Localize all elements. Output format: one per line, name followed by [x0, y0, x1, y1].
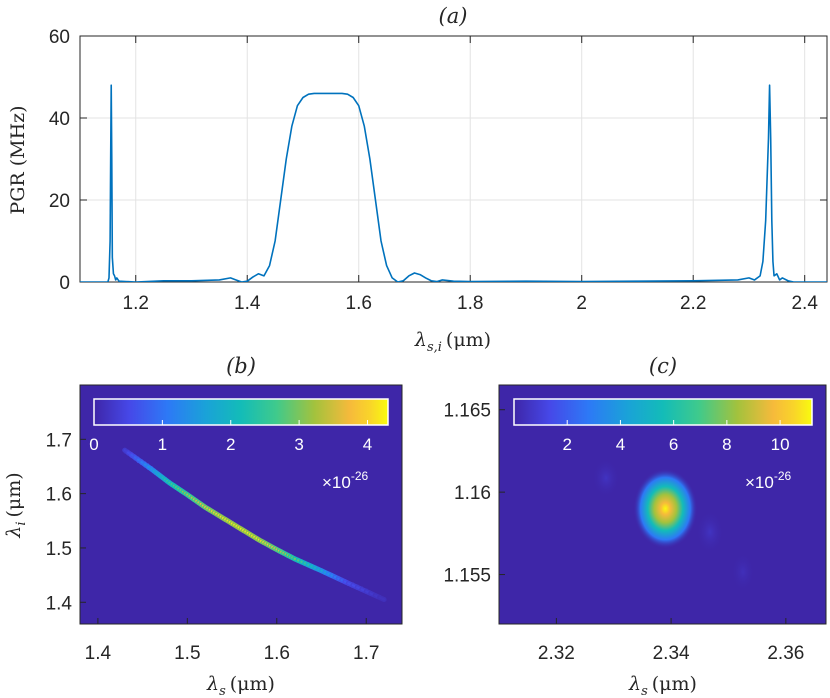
panel-b-colorbar-tick-label: 1 [158, 435, 167, 454]
panel-c-xlabel: λs (μm) [628, 673, 697, 698]
panel-a-xtick-label: 2.4 [791, 293, 818, 314]
pgr-series-line [80, 84, 827, 282]
panel-b-ytick-label: 1.7 [46, 430, 72, 451]
panel-a-ticks: 1.2 1.4 1.6 1.8 2 2.2 2.4 0 20 40 60 [49, 27, 827, 314]
panel-a-ytick-label: 20 [49, 191, 70, 212]
panel-c-peak [633, 468, 698, 549]
panel-a-title: (a) [439, 4, 468, 28]
panel-b-xlabel-unit: (μm) [230, 673, 275, 695]
panel-c-colorbar-tick-label: 2 [562, 435, 571, 454]
panel-a-ytick-label: 0 [59, 273, 70, 294]
panel-c-ticks: 2.32 2.34 2.36 1.155 1.16 1.165 [443, 401, 804, 664]
panel-b-colorbar-ticks: 0 1 2 3 4 [89, 420, 372, 454]
panel-b-ylabel: λi (μm) [3, 472, 29, 538]
panel-b-colorbar-tick-label: 4 [363, 435, 372, 454]
panel-c-xlabel-sub: s [641, 684, 648, 698]
panel-a-xtick-label: 1.4 [234, 293, 261, 314]
panel-c-colorbar-tick-label: 8 [722, 435, 731, 454]
panel-b-colorbar-tick-label: 2 [226, 435, 235, 454]
panel-a-grid [80, 36, 827, 282]
panel-b-ytick-label: 1.6 [46, 485, 72, 506]
panel-b: (b) 1.4 1.5 1.6 1.7 1.4 1.5 1.6 1.7 0 1 2 3 4 ×10-2… [3, 354, 403, 698]
panel-b-xtick-label: 1.7 [353, 643, 379, 664]
panel-b-xtick-label: 1.6 [264, 643, 290, 664]
panel-c-colorbar-tick-label: 10 [771, 435, 790, 454]
panel-a-ylabel: PGR (MHz) [7, 105, 29, 214]
panel-c-colorbar-ticks: 2 4 6 8 10 [562, 420, 790, 454]
panel-b-colorbar [93, 398, 389, 426]
panel-b-ytick-label: 1.5 [46, 539, 72, 560]
panel-a-xlabel-unit: (μm) [446, 329, 491, 351]
panel-c-faint-lobe-3 [731, 552, 755, 592]
panel-b-xlabel-sub: s [219, 684, 226, 698]
panel-c-colorbar [513, 398, 813, 426]
panel-a-xtick-label: 1.6 [346, 293, 372, 314]
panel-c: (c) 2.32 2.34 2.36 1.155 1.16 1.165 2 4 6 8 10 ×1… [443, 354, 827, 698]
panel-c-plot-area [498, 384, 827, 625]
panel-a-xtick-label: 1.2 [123, 293, 149, 314]
panel-a-xtick-label: 2.2 [680, 293, 706, 314]
panel-c-faint-lobe-2 [696, 510, 724, 554]
panel-a-xtick-label: 1.8 [457, 293, 483, 314]
panel-b-xlabel-main: λ [206, 673, 219, 695]
panel-c-faint-lobe-1 [592, 458, 620, 498]
panel-c-colorbar-exponent: ×10-26 [745, 469, 792, 492]
panel-b-colorbar-exponent: ×10-26 [322, 469, 369, 492]
panel-b-ridge [120, 445, 389, 605]
panel-a-ytick-label: 60 [49, 27, 70, 48]
panel-c-colorbar-tick-label: 4 [616, 435, 625, 454]
panel-c-title: (c) [649, 354, 677, 378]
panel-a-xtick-label: 2 [576, 293, 587, 314]
panel-b-ridge-core-segment [378, 596, 386, 601]
panel-c-ytick-label: 1.165 [443, 401, 491, 422]
panel-a: (a) 1.2 1.4 1.6 1.8 2 2.2 2.4 0 20 40 60 PGR (MHz)… [7, 4, 828, 355]
panel-c-xtick-label: 2.34 [653, 643, 690, 664]
panel-b-colorbar-tick-label: 0 [89, 435, 98, 454]
panel-a-plot-area [79, 35, 828, 283]
panel-b-ylabel-sub: i [14, 521, 29, 525]
panel-a-xlabel-main: λ [414, 329, 427, 351]
panel-c-colorbar-tick-label: 6 [669, 435, 678, 454]
panel-c-xlabel-main: λ [628, 673, 641, 695]
panel-b-ytick-label: 1.4 [46, 593, 73, 614]
panel-c-ytick-label: 1.16 [454, 483, 491, 504]
panel-b-ticks: 1.4 1.5 1.6 1.7 1.4 1.5 1.6 1.7 [46, 430, 380, 664]
panel-b-colorbar-tick-label: 3 [294, 435, 303, 454]
panel-b-plot-area [79, 384, 403, 625]
panel-b-xlabel: λs (μm) [206, 673, 275, 698]
panel-a-ytick-label: 40 [49, 109, 70, 130]
panel-b-ylabel-unit: (μm) [3, 472, 25, 517]
panel-c-ytick-label: 1.155 [443, 566, 491, 587]
panel-a-xlabel-sub: s,i [427, 340, 442, 355]
panel-a-xlabel: λs,i (μm) [414, 329, 491, 355]
panel-b-xtick-label: 1.4 [85, 643, 112, 664]
panel-c-xtick-label: 2.32 [538, 643, 575, 664]
panel-b-xtick-label: 1.5 [174, 643, 200, 664]
panel-c-xlabel-unit: (μm) [652, 673, 697, 695]
panel-b-title: (b) [226, 354, 256, 378]
panel-c-xtick-label: 2.36 [767, 643, 804, 664]
panel-b-ylabel-main: λ [3, 526, 25, 539]
